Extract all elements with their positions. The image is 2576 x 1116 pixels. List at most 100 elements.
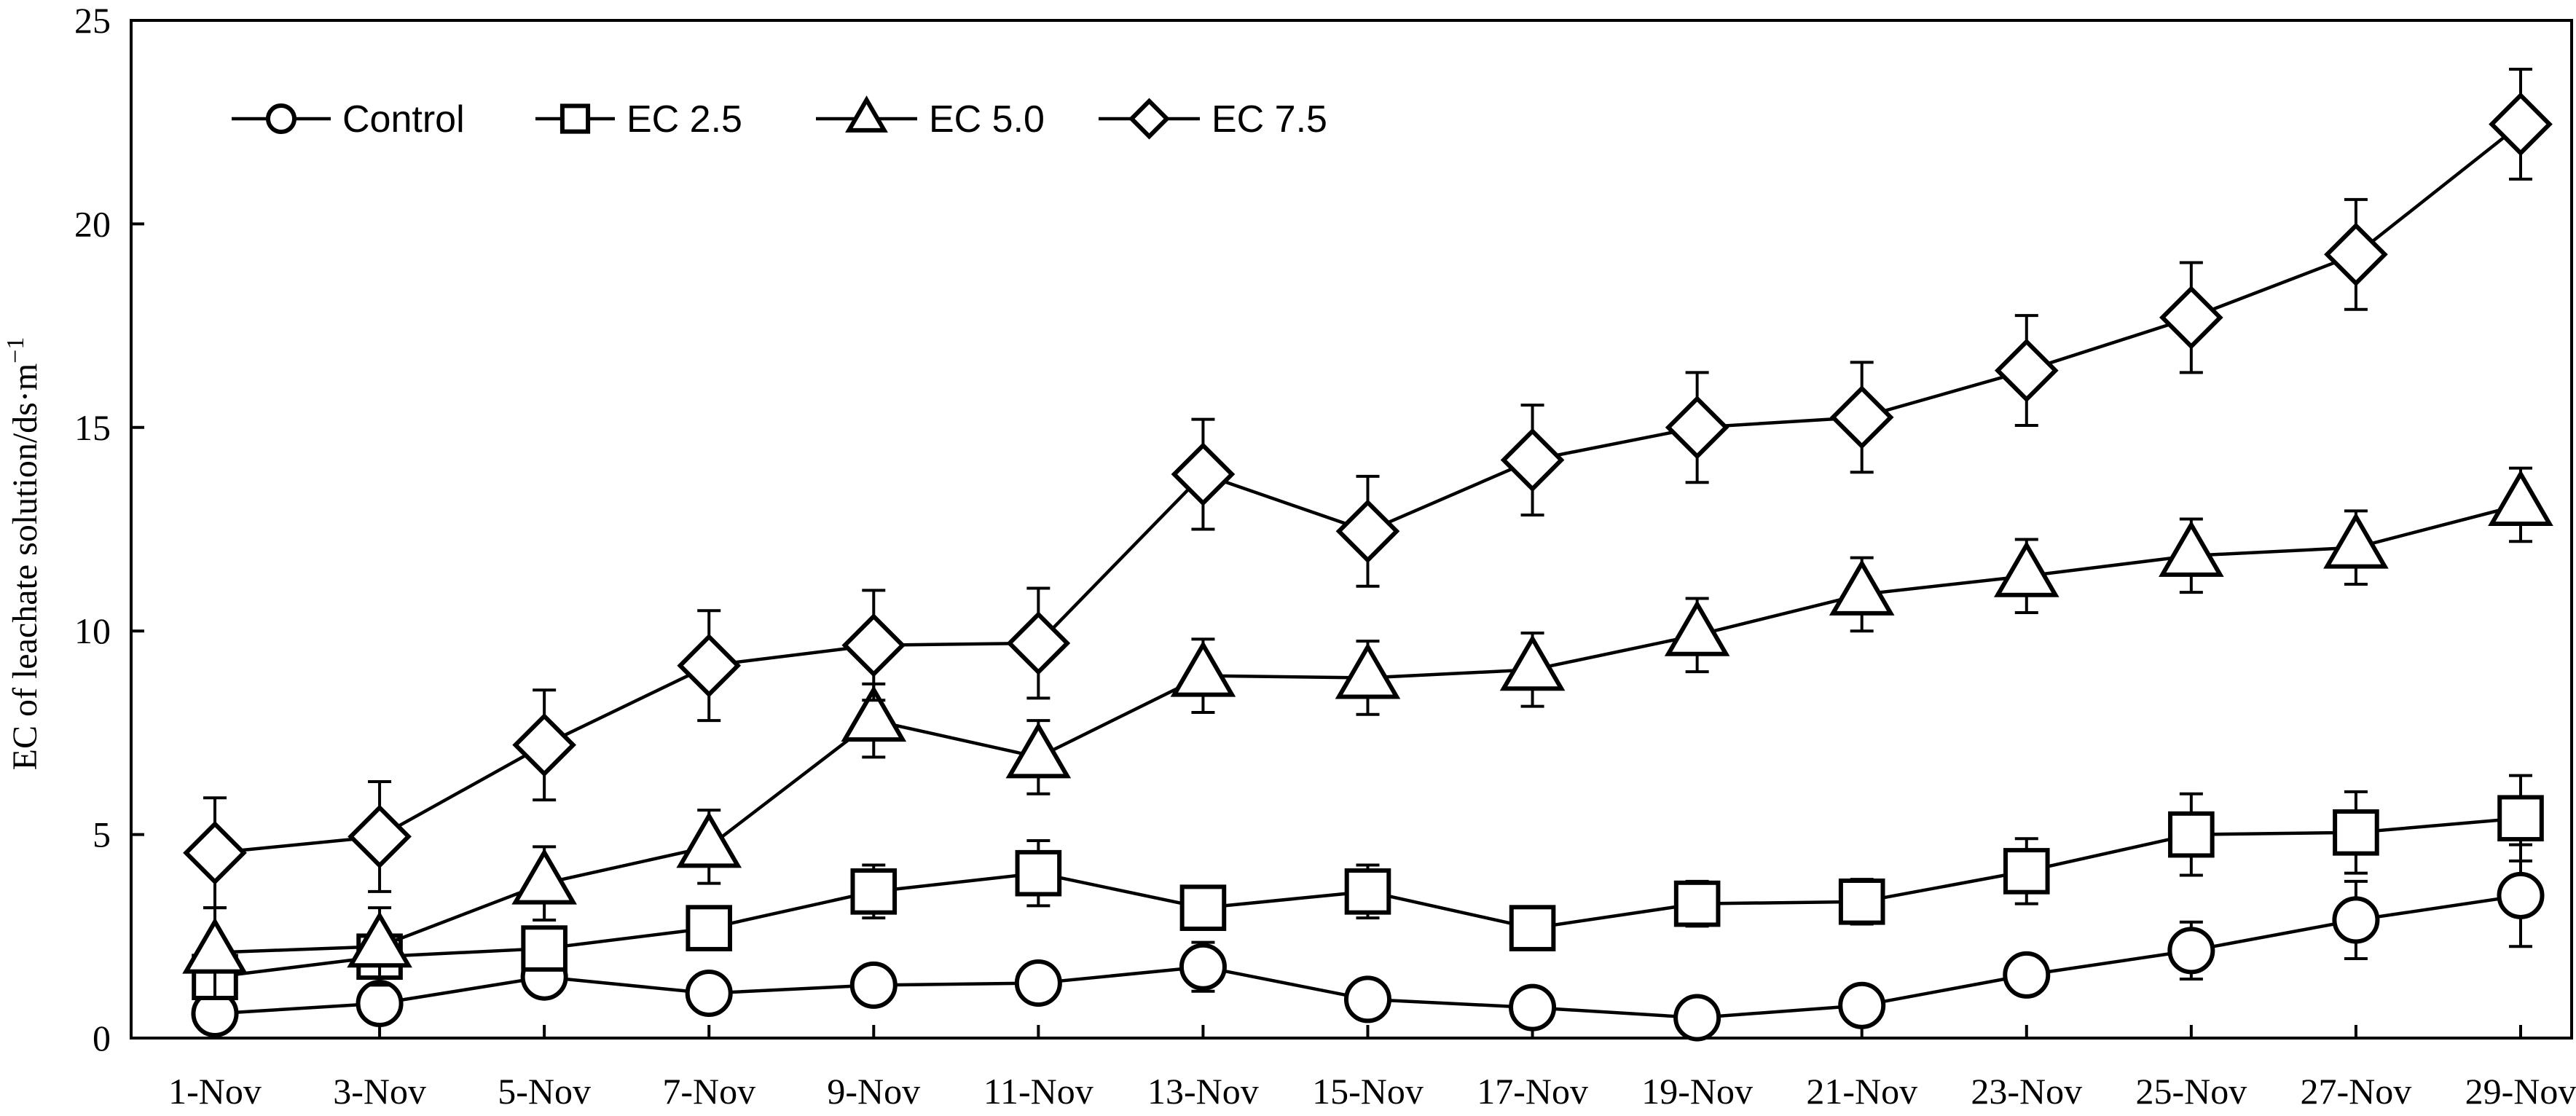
legend-item-control: Control bbox=[232, 98, 465, 141]
series-ec-2-5 bbox=[192, 774, 2544, 1000]
series-ec-7-5 bbox=[183, 68, 2553, 910]
data-point-control bbox=[2332, 896, 2380, 944]
x-tick-label: 25-Nov bbox=[2135, 1071, 2247, 1112]
data-point-ec-2-5 bbox=[1509, 905, 1556, 951]
data-point-ec-7-5 bbox=[841, 613, 906, 677]
data-point-control bbox=[1838, 981, 1886, 1029]
y-axis-title-superscript: −1 bbox=[2, 337, 29, 364]
x-tick-label: 21-Nov bbox=[1806, 1071, 1917, 1112]
legend-item-ec-2-5: EC 2.5 bbox=[535, 98, 742, 141]
data-point-ec-7-5 bbox=[347, 804, 412, 869]
legend-marker-ec-2-5 bbox=[559, 103, 591, 134]
legend-label: EC 7.5 bbox=[1212, 98, 1327, 141]
data-point-ec-5-0 bbox=[1335, 643, 1401, 699]
y-tick-label: 15 bbox=[74, 407, 111, 448]
data-point-ec-7-5 bbox=[1994, 338, 2059, 403]
y-axis-title-text: EC of leachate solution/ds·m bbox=[6, 364, 44, 771]
data-point-ec-2-5 bbox=[1344, 868, 1391, 915]
data-point-ec-5-0 bbox=[1993, 541, 2059, 597]
data-point-ec-5-0 bbox=[2488, 469, 2553, 526]
data-point-control bbox=[2497, 871, 2545, 919]
data-point-ec-5-0 bbox=[1664, 600, 1730, 656]
data-point-control bbox=[1343, 975, 1392, 1023]
plot-border bbox=[130, 19, 2573, 1040]
data-point-ec-7-5 bbox=[1500, 428, 1565, 492]
data-point-ec-2-5 bbox=[521, 925, 568, 972]
data-point-ec-5-0 bbox=[182, 917, 248, 974]
data-point-control bbox=[1509, 983, 1557, 1031]
y-tick-label: 5 bbox=[93, 814, 111, 855]
x-tick-label: 27-Nov bbox=[2301, 1071, 2412, 1112]
series-ec-5-0 bbox=[182, 466, 2553, 999]
x-tick-label: 1-Nov bbox=[168, 1071, 262, 1112]
data-point-ec-7-5 bbox=[1335, 499, 1400, 564]
y-axis: 0 5 10 15 20 25 bbox=[74, 0, 144, 1058]
legend-marker-ec-7-5 bbox=[1128, 98, 1170, 140]
data-point-control bbox=[1179, 943, 1227, 991]
data-point-control bbox=[2003, 951, 2051, 999]
data-point-control bbox=[685, 970, 733, 1018]
data-point-control bbox=[849, 961, 898, 1009]
y-tick-label: 20 bbox=[74, 203, 111, 244]
data-point-ec-2-5 bbox=[1673, 880, 1721, 927]
y-tick-label: 25 bbox=[74, 0, 111, 41]
x-tick-label: 19-Nov bbox=[1641, 1071, 1753, 1112]
x-tick-label: 3-Nov bbox=[333, 1071, 426, 1112]
data-point-ec-7-5 bbox=[183, 820, 247, 885]
y-tick-label: 0 bbox=[93, 1018, 111, 1058]
data-point-ec-7-5 bbox=[512, 712, 576, 777]
legend-marker-control bbox=[265, 103, 297, 135]
data-point-control bbox=[356, 979, 404, 1028]
data-point-ec-5-0 bbox=[841, 685, 907, 742]
x-tick-label: 7-Nov bbox=[662, 1071, 755, 1112]
data-point-ec-2-5 bbox=[1179, 884, 1227, 931]
x-tick-label: 29-Nov bbox=[2465, 1071, 2576, 1112]
data-point-ec-5-0 bbox=[1829, 559, 1895, 616]
x-tick-label: 15-Nov bbox=[1312, 1071, 1424, 1112]
data-point-ec-2-5 bbox=[2497, 795, 2544, 842]
data-point-ec-7-5 bbox=[1829, 385, 1894, 449]
legend-item-ec-7-5: EC 7.5 bbox=[1099, 98, 1327, 141]
y-tick-label: 10 bbox=[74, 610, 111, 651]
data-point-ec-5-0 bbox=[1499, 634, 1566, 691]
data-point-ec-5-0 bbox=[347, 911, 412, 968]
data-point-ec-7-5 bbox=[2324, 222, 2388, 287]
data-point-ec-7-5 bbox=[677, 633, 742, 698]
data-point-control bbox=[1673, 994, 1721, 1042]
x-tick-label: 11-Nov bbox=[983, 1071, 1093, 1112]
data-point-ec-2-5 bbox=[1838, 879, 1885, 925]
y-axis-title: EC of leachate solution/ds·m−1 bbox=[2, 337, 44, 771]
x-tick-label: 23-Nov bbox=[1971, 1071, 2082, 1112]
data-point-ec-5-0 bbox=[511, 848, 577, 905]
legend-label: Control bbox=[342, 98, 465, 141]
data-point-ec-5-0 bbox=[676, 811, 742, 868]
series-layer bbox=[182, 68, 2553, 1042]
data-point-ec-2-5 bbox=[1015, 849, 1062, 897]
data-point-ec-5-0 bbox=[2323, 512, 2389, 569]
data-point-ec-2-5 bbox=[850, 868, 898, 915]
x-tick-label: 5-Nov bbox=[498, 1071, 591, 1112]
x-tick-label: 17-Nov bbox=[1477, 1071, 1588, 1112]
data-point-ec-2-5 bbox=[2333, 809, 2379, 856]
legend-marker-ec-5-0 bbox=[845, 95, 888, 133]
data-point-ec-7-5 bbox=[2159, 286, 2223, 350]
data-point-ec-5-0 bbox=[2159, 520, 2224, 577]
legend: Control EC 2.5 EC 5.0 EC 7.5 bbox=[232, 95, 1327, 141]
data-point-ec-7-5 bbox=[1171, 442, 1236, 506]
data-point-ec-2-5 bbox=[686, 905, 733, 951]
data-point-control bbox=[2167, 927, 2215, 975]
data-point-ec-5-0 bbox=[1005, 722, 1072, 779]
x-axis: 1-Nov 3-Nov 5-Nov 7-Nov 9-Nov 11-Nov 13-Nov 15-… bbox=[168, 1025, 2576, 1112]
series-control bbox=[191, 843, 2545, 1042]
data-point-ec-7-5 bbox=[1006, 611, 1071, 675]
data-point-ec-2-5 bbox=[2003, 848, 2050, 895]
data-point-control bbox=[1014, 959, 1062, 1007]
data-point-ec-7-5 bbox=[2489, 92, 2553, 157]
legend-item-ec-5-0: EC 5.0 bbox=[816, 95, 1045, 141]
legend-label: EC 2.5 bbox=[627, 98, 742, 141]
plot-frame bbox=[130, 19, 2573, 1040]
legend-label: EC 5.0 bbox=[929, 98, 1045, 141]
data-point-ec-5-0 bbox=[1170, 640, 1236, 697]
data-point-ec-7-5 bbox=[1665, 395, 1729, 460]
